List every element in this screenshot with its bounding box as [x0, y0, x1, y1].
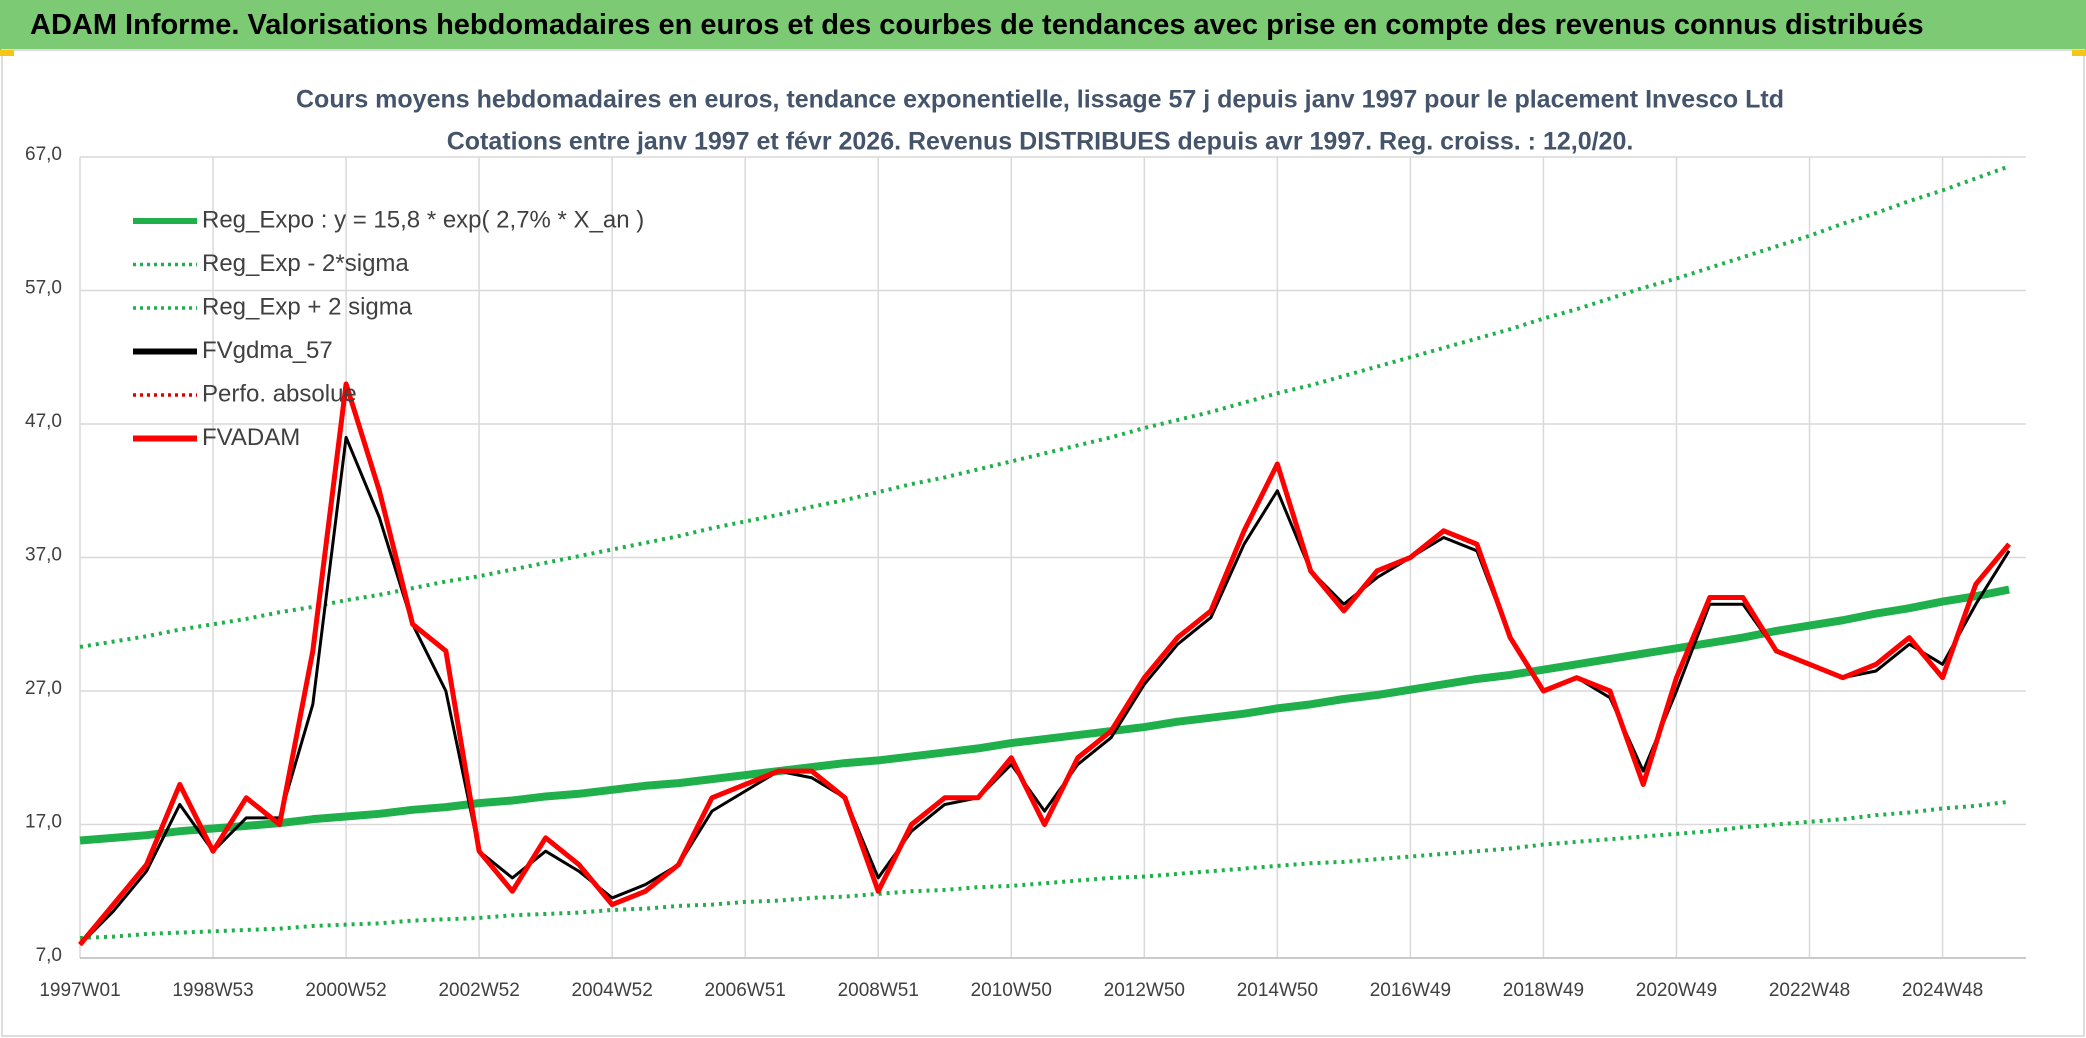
x-tick-label: 1998W53	[172, 980, 253, 1001]
series-line	[78, 381, 2012, 947]
frame	[1, 49, 2085, 1037]
y-tick-label: 67,0	[25, 144, 62, 165]
x-tick-label: 2024W48	[1902, 980, 1983, 1001]
y-tick-label: 27,0	[25, 678, 62, 699]
x-tick-label: 2022W48	[1769, 980, 1850, 1001]
y-tick-label: 57,0	[25, 278, 62, 299]
x-tick-label: 2002W52	[438, 980, 519, 1001]
x-tick-label: 2008W51	[838, 980, 919, 1001]
x-tick-label: 2006W51	[705, 980, 786, 1001]
header: ADAM Informe. Valorisations hebdomadaire…	[0, 0, 2086, 50]
legend-label: Reg_Exp - 2*sigma	[202, 250, 409, 277]
y-tick-label: 47,0	[25, 411, 62, 432]
header-title: ADAM Informe. Valorisations hebdomadaire…	[30, 9, 1924, 41]
y-tick-label: 7,0	[36, 945, 62, 966]
legend-label: Reg_Exp + 2 sigma	[202, 293, 413, 320]
x-tick-label: 2000W52	[305, 980, 386, 1001]
chart-title: Cours moyens hebdomadaires en euros, ten…	[296, 86, 1784, 114]
corner	[0, 50, 14, 56]
y-tick-label: 17,0	[25, 812, 62, 833]
y-tick-label: 37,0	[25, 545, 62, 566]
legend-label: FVgdma_57	[202, 337, 333, 364]
corner	[2072, 50, 2086, 56]
series-line	[79, 799, 2010, 940]
legend-label: FVADAM	[202, 424, 300, 451]
x-tick-label: 2010W50	[971, 980, 1052, 1001]
chart-subtitle: Cotations entre janv 1997 et févr 2026. …	[447, 128, 1634, 156]
x-tick-label: 2020W49	[1636, 980, 1717, 1001]
x-tick-label: 2012W50	[1104, 980, 1185, 1001]
series-line	[79, 164, 2010, 649]
x-tick-label: 2016W49	[1370, 980, 1451, 1001]
x-tick-label: 2014W50	[1237, 980, 1318, 1001]
legend-label: Perfo. absolue	[202, 380, 357, 407]
x-tick-label: 1997W01	[39, 980, 120, 1001]
x-tick-label: 2004W52	[571, 980, 652, 1001]
series-line	[79, 585, 2010, 845]
legend-label: Reg_Expo : y = 15,8 * exp( 2,7% * X_an )	[202, 206, 644, 233]
x-tick-label: 2018W49	[1503, 980, 1584, 1001]
